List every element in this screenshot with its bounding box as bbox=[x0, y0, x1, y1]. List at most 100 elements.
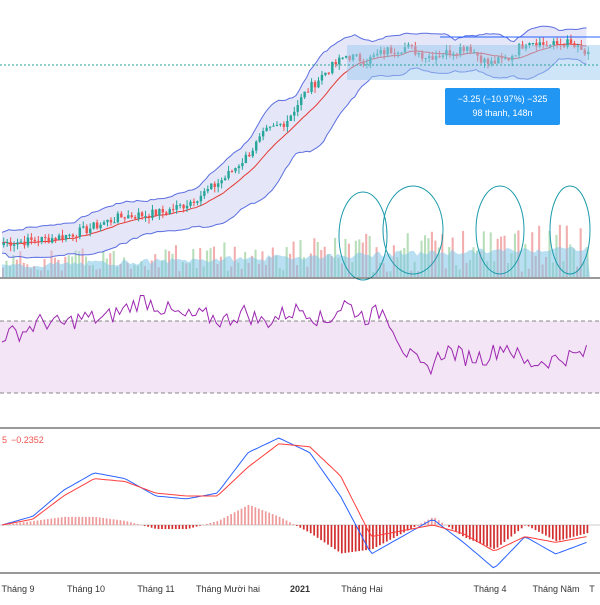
candle-body bbox=[151, 209, 154, 219]
macd-histogram-bar bbox=[406, 525, 409, 531]
macd-histogram-bar bbox=[5, 524, 8, 526]
macd-histogram-bar bbox=[302, 525, 305, 530]
macd-histogram-bar bbox=[309, 525, 312, 534]
macd-histogram-bar bbox=[465, 525, 468, 538]
macd-histogram-bar bbox=[192, 525, 194, 528]
macd-histogram-bar bbox=[493, 525, 495, 549]
candle-body bbox=[223, 178, 227, 181]
candle-body bbox=[109, 219, 113, 223]
macd-histogram-bar bbox=[313, 525, 316, 536]
macd-histogram-bar bbox=[351, 525, 354, 552]
candle-body bbox=[165, 212, 168, 214]
candle-body bbox=[241, 163, 244, 167]
macd-histogram-bar bbox=[226, 515, 229, 525]
candle-body bbox=[182, 204, 185, 209]
macd-histogram-bar bbox=[257, 508, 260, 525]
macd-histogram-bar bbox=[475, 525, 478, 543]
macd-histogram-bar bbox=[216, 521, 219, 525]
candle-body bbox=[268, 126, 272, 128]
macd-histogram-bar bbox=[188, 525, 191, 529]
macd-histogram-bar bbox=[161, 525, 163, 530]
candle-body bbox=[227, 171, 230, 179]
candle-body bbox=[234, 167, 237, 172]
candle-body bbox=[542, 42, 545, 45]
time-axis-label: T bbox=[589, 584, 595, 594]
candle-body bbox=[206, 189, 210, 192]
macd-histogram-bar bbox=[143, 525, 146, 526]
macd-histogram-bar bbox=[133, 523, 136, 525]
macd-histogram-bar bbox=[330, 525, 333, 547]
macd-histogram-bar bbox=[109, 518, 111, 525]
macd-histogram-bar bbox=[500, 525, 502, 545]
measure-tooltip: −3.25 (−10.97%) −325 98 thanh, 148n bbox=[445, 88, 560, 125]
candle-body bbox=[216, 183, 220, 187]
macd-histogram-bar bbox=[517, 525, 520, 532]
candle-body bbox=[303, 91, 306, 98]
candle-body bbox=[133, 217, 137, 219]
macd-histogram-bar bbox=[316, 525, 319, 538]
macd-histogram-bar bbox=[278, 516, 281, 525]
macd-histogram-bar bbox=[576, 525, 578, 536]
macd-histogram-bar bbox=[579, 525, 582, 535]
macd-histogram-bar bbox=[583, 525, 585, 535]
macd-histogram-bar bbox=[199, 525, 201, 526]
macd-histogram-bar bbox=[233, 512, 236, 525]
macd-histogram-bar bbox=[489, 525, 492, 548]
candle-body bbox=[334, 61, 337, 65]
hand-drawn-circles bbox=[338, 185, 591, 281]
time-axis-label: Tháng 9 bbox=[1, 584, 34, 594]
macd-pane bbox=[0, 437, 600, 569]
annotation-circle bbox=[549, 185, 591, 275]
macd-histogram-bar bbox=[123, 520, 125, 525]
macd-histogram-bar bbox=[510, 525, 513, 537]
candle-body bbox=[102, 222, 106, 225]
time-axis-label: Tháng 11 bbox=[137, 584, 174, 594]
measure-box bbox=[347, 45, 600, 80]
candle-body bbox=[54, 238, 57, 240]
time-axis-label: Tháng 10 bbox=[67, 584, 105, 594]
candle-body bbox=[9, 241, 12, 246]
candle-body bbox=[279, 123, 282, 125]
candle-body bbox=[535, 43, 538, 47]
candle-body bbox=[528, 43, 531, 46]
macd-histogram-bar bbox=[95, 517, 98, 525]
macd-histogram-bar bbox=[292, 524, 295, 525]
candle-body bbox=[289, 115, 293, 121]
candle-body bbox=[147, 215, 151, 219]
candle-body bbox=[237, 166, 241, 168]
macd-histogram-bar bbox=[437, 520, 440, 525]
macd-histogram-bar bbox=[102, 517, 105, 525]
macd-histogram-bar bbox=[212, 522, 215, 525]
macd-histogram-bar bbox=[417, 525, 419, 526]
macd-value: −0.2352 bbox=[11, 435, 44, 445]
macd-histogram-bar bbox=[8, 524, 11, 525]
candle-body bbox=[158, 209, 161, 216]
candle-body bbox=[341, 57, 344, 59]
volume-layer bbox=[2, 224, 590, 277]
macd-histogram-bar bbox=[15, 523, 18, 525]
volume-bar bbox=[81, 248, 84, 277]
signal-line bbox=[1, 443, 587, 552]
macd-histogram-bar bbox=[458, 525, 461, 534]
macd-histogram-bar bbox=[22, 522, 25, 525]
candle-body bbox=[168, 209, 171, 214]
macd-histogram-bar bbox=[306, 525, 309, 532]
candle-body bbox=[140, 212, 144, 217]
macd-histogram-bar bbox=[531, 525, 533, 529]
macd-histogram-bar bbox=[126, 521, 129, 525]
macd-histogram-bar bbox=[534, 525, 537, 531]
macd-histogram-bar bbox=[506, 525, 509, 540]
candle-body bbox=[258, 136, 261, 142]
rsi-pane bbox=[0, 295, 600, 394]
time-axis-label: 2021 bbox=[290, 584, 310, 594]
macd-histogram-bar bbox=[140, 524, 143, 526]
macd-histogram-bar bbox=[168, 525, 170, 530]
candle-body bbox=[538, 42, 542, 47]
candle-body bbox=[282, 123, 286, 127]
candle-body bbox=[50, 238, 54, 243]
candle-body bbox=[127, 215, 130, 219]
macd-histogram-bar bbox=[344, 525, 347, 553]
candle-body bbox=[324, 72, 327, 75]
macd-histogram-bar bbox=[472, 525, 475, 541]
